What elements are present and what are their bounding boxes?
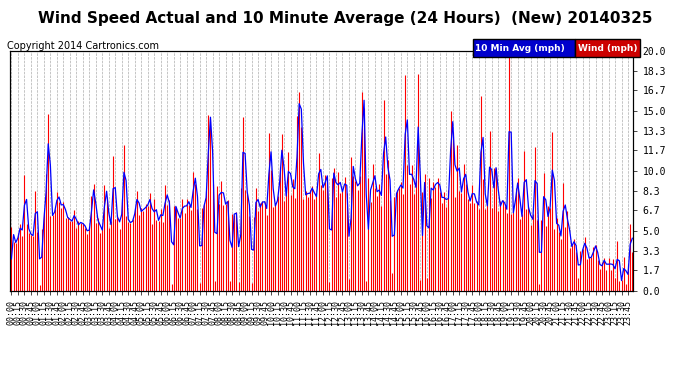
Text: Wind Speed Actual and 10 Minute Average (24 Hours)  (New) 20140325: Wind Speed Actual and 10 Minute Average … xyxy=(38,11,652,26)
Text: Copyright 2014 Cartronics.com: Copyright 2014 Cartronics.com xyxy=(7,41,159,51)
Text: 10 Min Avg (mph): 10 Min Avg (mph) xyxy=(475,44,565,53)
Text: Wind (mph): Wind (mph) xyxy=(578,44,637,53)
